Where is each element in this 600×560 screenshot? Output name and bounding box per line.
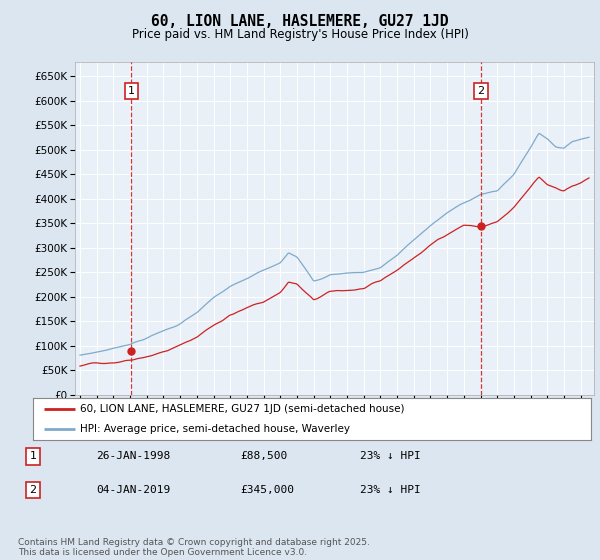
Text: Price paid vs. HM Land Registry's House Price Index (HPI): Price paid vs. HM Land Registry's House … [131,28,469,41]
Text: 23% ↓ HPI: 23% ↓ HPI [360,485,421,495]
Text: 60, LION LANE, HASLEMERE, GU27 1JD (semi-detached house): 60, LION LANE, HASLEMERE, GU27 1JD (semi… [80,404,405,414]
Text: HPI: Average price, semi-detached house, Waverley: HPI: Average price, semi-detached house,… [80,424,350,434]
Text: 2: 2 [29,485,37,495]
Text: Contains HM Land Registry data © Crown copyright and database right 2025.
This d: Contains HM Land Registry data © Crown c… [18,538,370,557]
Text: 1: 1 [128,86,135,96]
Text: 60, LION LANE, HASLEMERE, GU27 1JD: 60, LION LANE, HASLEMERE, GU27 1JD [151,14,449,29]
Text: 2: 2 [477,86,484,96]
Text: 1: 1 [29,451,37,461]
Text: 23% ↓ HPI: 23% ↓ HPI [360,451,421,461]
Text: 26-JAN-1998: 26-JAN-1998 [96,451,170,461]
Text: £345,000: £345,000 [240,485,294,495]
Text: £88,500: £88,500 [240,451,287,461]
Text: 04-JAN-2019: 04-JAN-2019 [96,485,170,495]
